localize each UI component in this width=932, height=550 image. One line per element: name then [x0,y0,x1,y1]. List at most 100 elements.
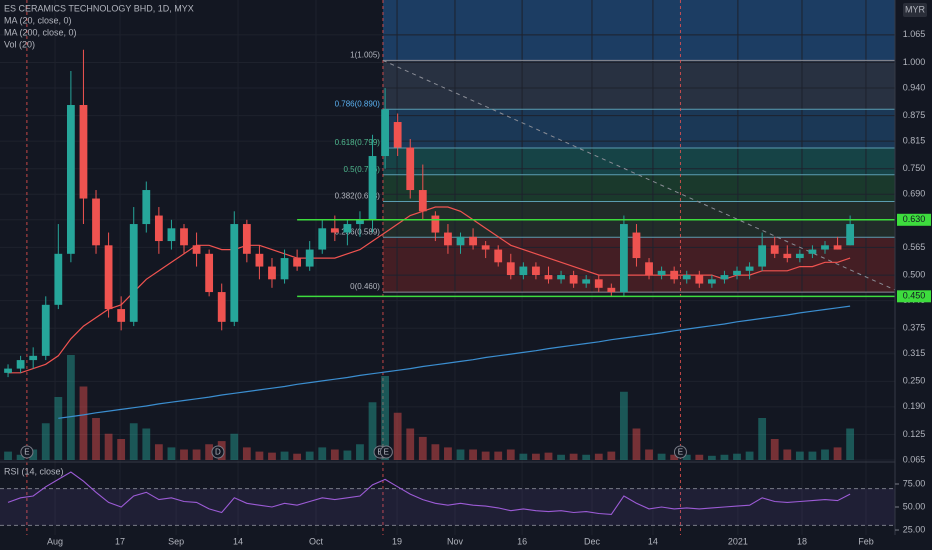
rsi-line [7,471,851,515]
x-tick-label: Sep [168,536,184,546]
y-tick-label: 1.065 [903,29,926,39]
volume-bar [406,428,415,460]
event-label: E [24,448,29,457]
event-label: E [384,448,389,457]
legend-ma20: MA (20, close, 0) [4,15,72,25]
candle-body [544,275,553,280]
volume-bar [582,454,591,460]
candle-body [833,245,842,250]
rsi-band [0,488,895,526]
volume-bar [330,449,339,460]
y-tick-label: 0.375 [903,323,926,333]
volume-bar [808,451,817,460]
volume-bar [104,433,113,460]
x-tick-label: Nov [447,536,464,546]
candle-body [594,279,603,288]
candle-body [66,105,75,254]
candle-body [418,190,427,212]
price-badge [897,213,931,226]
candle-body [444,232,452,246]
candle-body [758,245,767,267]
candle-body [343,224,352,233]
candle-body [506,262,515,276]
volume-bar [481,451,490,460]
candle-body [117,309,126,322]
candle-body [4,368,12,373]
volume-bar [657,453,666,460]
volume-bar [280,451,289,460]
candle-body [293,258,302,267]
event-marker [673,445,687,459]
rsi-tick-label: 25.00 [903,524,926,534]
fib-label: 0(0.460) [350,282,380,291]
x-tick-label: 14 [233,536,243,546]
volume-bar [607,451,616,460]
volume-bar [506,449,515,460]
currency-badge [903,3,927,17]
event-marker [211,445,225,459]
volume-bar [54,397,63,460]
volume-bar [494,451,503,460]
volume-bar [620,391,628,460]
ma-line [58,305,851,419]
price-badge-label: 0.630 [903,214,926,224]
volume-bar [192,449,201,460]
candle-body [695,275,704,284]
volume-bar [833,447,842,460]
chart-title: ES CERAMICS TECHNOLOGY BHD, 1D, MYX [4,3,194,13]
candle-body [431,215,440,233]
candle-body [41,304,50,356]
candle-body [607,287,616,293]
candle-body [268,266,276,280]
candle-body [368,156,377,220]
volume-bar [557,454,565,460]
candle-body [230,224,239,322]
volume-bar [293,453,302,460]
price-badge-label: 0.450 [903,291,926,301]
x-tick-label: 14 [648,536,658,546]
volume-bar [29,449,38,460]
candle-body [670,270,679,280]
candle-body [318,228,327,250]
fib-label: 0.236(0.589) [335,227,381,236]
candle-body [205,253,214,293]
y-tick-label: 0.500 [903,269,926,279]
volume-bar [444,447,452,460]
candle-body [29,355,38,361]
x-tick-label: Feb [858,536,874,546]
fib-top-zone [382,0,896,61]
volume-bar [758,418,767,460]
candle-body [406,147,415,191]
price-badge [897,290,931,303]
volume-bar [783,449,792,460]
candle-body [846,224,855,246]
y-tick-label: 0.750 [903,163,926,173]
candle-body [280,258,289,280]
x-tick-label: 17 [115,536,125,546]
y-tick-label: 1.000 [903,57,926,67]
x-tick-label: Dec [584,536,601,546]
rsi-tick-label: 75.00 [903,478,926,488]
volume-bar [632,428,641,460]
volume-bar [720,454,729,460]
volume-bar [268,452,276,460]
fib-zone [382,147,896,175]
volume-bar [117,439,126,460]
volume-bar [92,418,100,460]
volume-bar [154,444,163,460]
volume-bar [318,447,327,460]
candle-body [242,224,251,254]
rsi-title: RSI (14, close) [4,466,64,476]
candle-body [16,360,25,369]
legend-volume: Vol (20) [4,39,35,49]
candle-body [167,228,176,242]
candle-body [808,249,817,254]
volume-bar [670,454,679,460]
fib-label: 0.618(0.799) [335,138,381,147]
candle-body [456,236,465,246]
candle-body [569,275,578,284]
candle-body [129,224,138,322]
y-tick-label: 0.940 [903,82,926,92]
volume-bar [167,447,176,460]
